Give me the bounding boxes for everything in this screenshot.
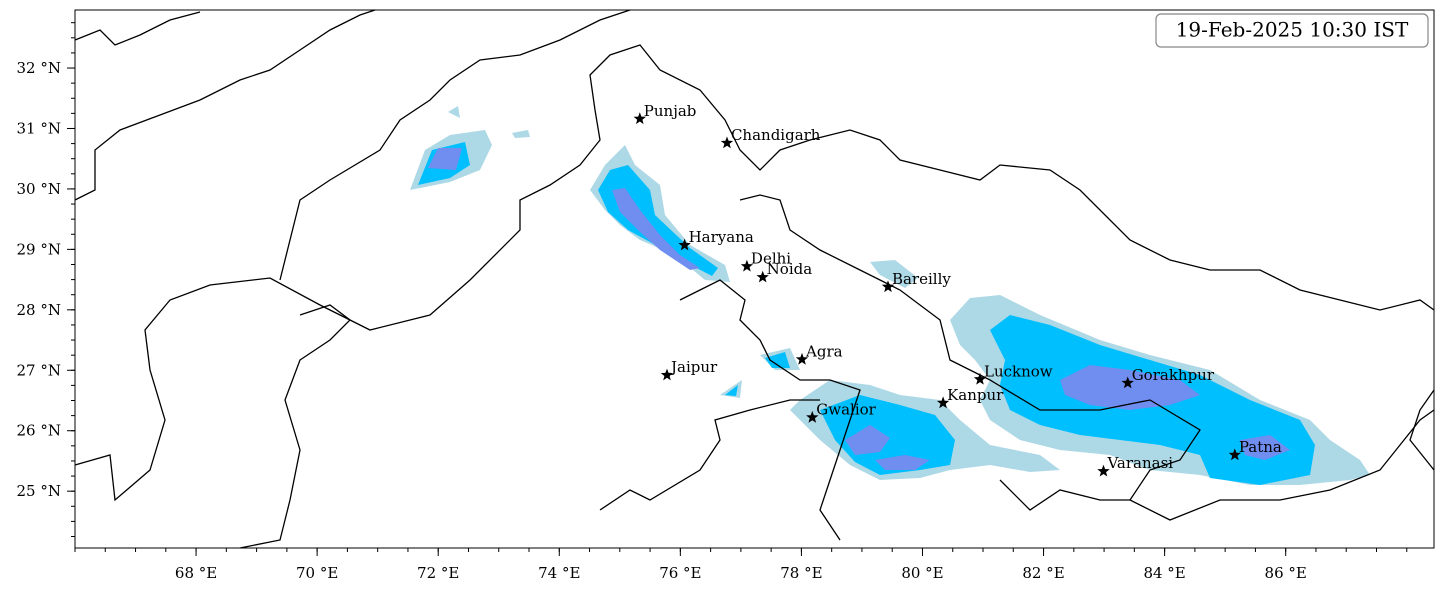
city-marker	[740, 259, 754, 272]
city-label: Varanasi	[1106, 454, 1173, 472]
timestamp: 19-Feb-2025 10:30 IST	[1176, 18, 1409, 42]
city-marker	[936, 396, 950, 409]
x-tick-label: 72 °E	[417, 564, 459, 582]
y-tick-label: 32 °N	[17, 59, 61, 77]
city-marker	[756, 270, 769, 283]
timestamp-box: 19-Feb-2025 10:30 IST	[1155, 13, 1429, 48]
city-label: Punjab	[644, 102, 697, 120]
city-label: Bareilly	[892, 270, 951, 288]
x-tick-label: 76 °E	[659, 564, 701, 582]
city-marker	[881, 280, 895, 293]
y-tick-label: 26 °N	[17, 422, 61, 440]
city-label: Agra	[805, 342, 843, 360]
city-label: Kanpur	[947, 386, 1004, 404]
borders	[74, 9, 1435, 549]
x-tick-label: 78 °E	[780, 564, 822, 582]
x-tick-label: 74 °E	[538, 564, 580, 582]
y-tick-label: 29 °N	[17, 240, 61, 258]
city-label: Chandigarh	[731, 126, 821, 144]
city-marker	[806, 410, 819, 423]
city-marker	[720, 136, 734, 149]
y-tick-label: 27 °N	[17, 361, 61, 379]
y-tick-label: 25 °N	[17, 482, 61, 500]
city-marker	[1097, 464, 1110, 477]
city-marker	[633, 112, 646, 125]
city-label: Delhi	[751, 249, 791, 267]
city-marker	[678, 238, 691, 251]
city-label: Patna	[1239, 438, 1282, 456]
x-tick-label: 84 °E	[1143, 564, 1185, 582]
y-tick-label: 30 °N	[17, 180, 61, 198]
timestamp-frame	[1155, 13, 1429, 48]
city-marker	[1228, 448, 1241, 461]
city-label: Lucknow	[984, 362, 1053, 380]
x-tick-label: 86 °E	[1265, 564, 1307, 582]
city-label: Jaipur	[669, 358, 718, 376]
map-frame	[74, 9, 1435, 549]
city-label: Noida	[767, 260, 813, 278]
city-label: Gwalior	[816, 400, 876, 418]
city-marker	[795, 352, 809, 365]
y-tick-label: 31 °N	[17, 119, 61, 137]
city-marker	[660, 368, 674, 381]
x-tick-label: 80 °E	[901, 564, 943, 582]
x-tick-label: 68 °E	[175, 564, 217, 582]
y-tick-label: 28 °N	[17, 301, 61, 319]
city-label: Haryana	[689, 228, 754, 246]
x-tick-label: 82 °E	[1022, 564, 1064, 582]
city-marker	[973, 372, 987, 385]
city-label: Gorakhpur	[1132, 366, 1215, 384]
city-marker	[1121, 376, 1134, 389]
precipitation	[410, 106, 1370, 485]
x-tick-label: 70 °E	[296, 564, 338, 582]
